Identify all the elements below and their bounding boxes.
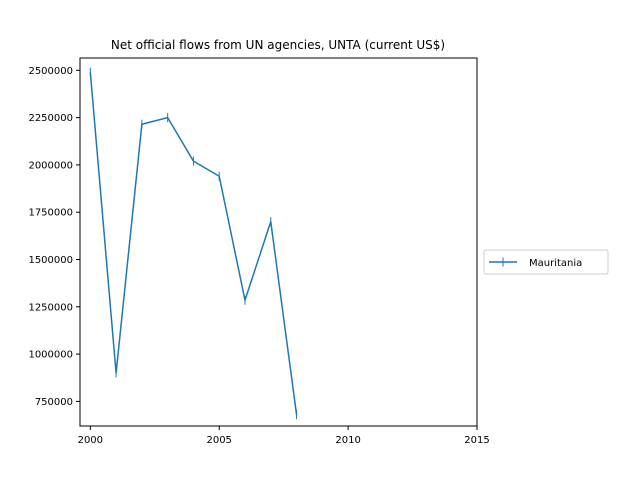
plot-frame [79, 57, 478, 427]
legend: Mauritania [483, 249, 609, 275]
series-line-mauritania [89, 72, 298, 415]
x-tick-label: 2000 [78, 435, 103, 446]
y-tick-label: 1750000 [28, 208, 73, 219]
legend-box [483, 249, 609, 275]
y-tick-label: 1250000 [28, 302, 73, 313]
y-tick-label: 2000000 [28, 160, 73, 171]
y-tick-label: 750000 [35, 397, 73, 408]
y-tick-label: 2500000 [28, 66, 73, 77]
plot-area [89, 67, 298, 420]
x-tick-label: 2005 [206, 435, 231, 446]
y-tick-label: 2250000 [28, 113, 73, 124]
legend-label-mauritania: Mauritania [529, 258, 582, 269]
chart-title: Net official flows from UN agencies, UNT… [111, 38, 445, 52]
y-tick-label: 1000000 [28, 350, 73, 361]
x-tick-label: 2015 [464, 435, 489, 446]
axes: 2000 2005 2010 2015 750000 1000000 1250000 1500… [28, 66, 489, 446]
x-tick-label: 2010 [335, 435, 360, 446]
y-tick-label: 1500000 [28, 255, 73, 266]
